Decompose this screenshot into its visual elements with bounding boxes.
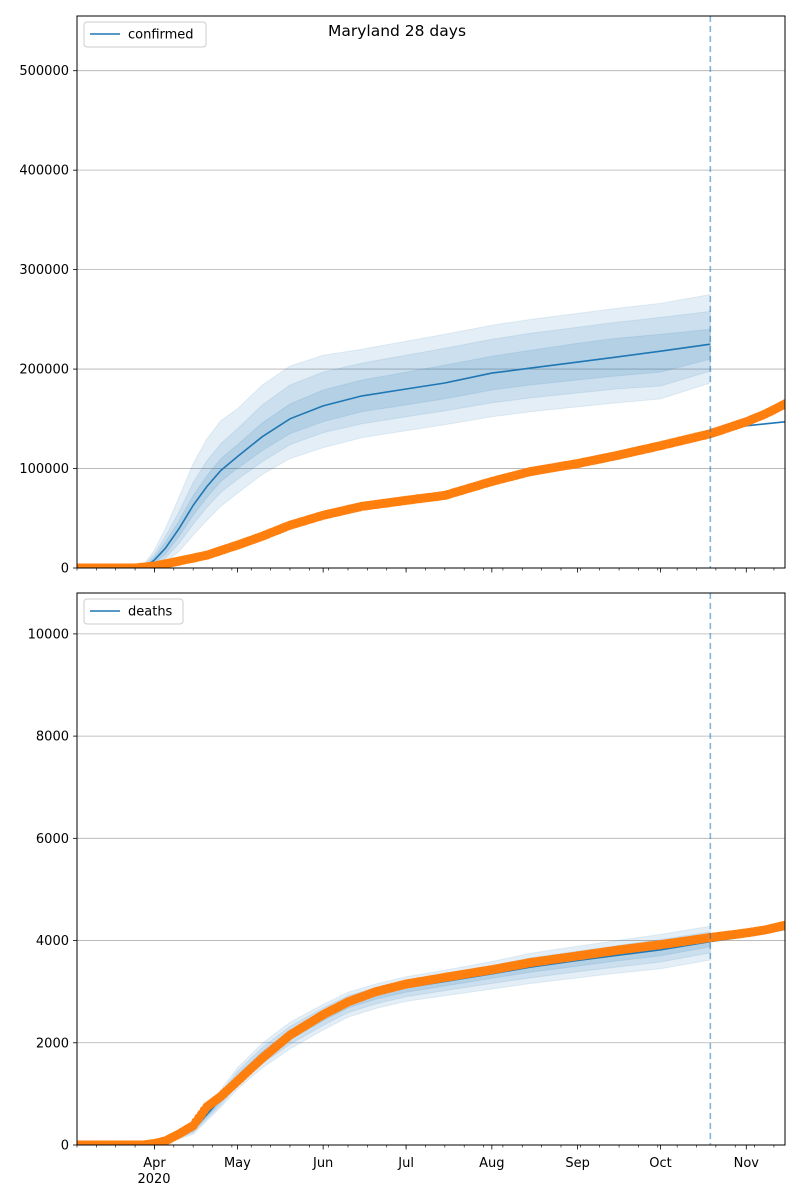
- deaths-plot-area: [77, 920, 785, 1145]
- x-month-label: Nov: [734, 1156, 760, 1171]
- x-month-label: Apr: [143, 1156, 166, 1171]
- deaths-panel: 0 2000 4000 6000 8000 10000 deaths: [28, 592, 786, 1154]
- confirmed-legend: confirmed: [83, 21, 207, 48]
- confirmed-y-tick-label: 200000: [19, 363, 69, 378]
- deaths-y-tick-label: 10000: [28, 627, 69, 642]
- deaths-band-mid: [77, 931, 711, 1145]
- confirmed-y-tick-label: 400000: [19, 164, 69, 179]
- x-month-label: Jun: [312, 1156, 333, 1171]
- confirmed-panel: 0 100000 200000 300000 400000 500000 confirmed: [19, 15, 786, 577]
- confirmed-y-tick-label: 0: [61, 562, 69, 577]
- x-month-label: Sep: [565, 1156, 590, 1171]
- confirmed-model-line: [77, 343, 711, 568]
- deaths-y-tick-label: 6000: [36, 832, 69, 847]
- deaths-y-tick-label: 2000: [36, 1036, 69, 1051]
- chart-title: Maryland 28 days: [328, 22, 466, 40]
- confirmed-axes-frame: [76, 15, 786, 569]
- confirmed-observed-point: [780, 399, 785, 409]
- x-month-label: Jul: [397, 1156, 414, 1171]
- deaths-axes-frame: [76, 592, 786, 1146]
- confirmed-y-tick-label: 300000: [19, 263, 69, 278]
- deaths-y-tick-label: 4000: [36, 934, 69, 949]
- x-month-label: Aug: [479, 1156, 504, 1171]
- confirmed-y-tick-label: 100000: [19, 462, 69, 477]
- deaths-y-tick-label: 8000: [36, 730, 69, 745]
- x-month-label: Oct: [649, 1156, 671, 1171]
- confirmed-legend-box: [83, 21, 207, 48]
- deaths-legend-label: deaths: [128, 605, 173, 620]
- x-month-label: May: [224, 1156, 251, 1171]
- confirmed-y-tick-label: 500000: [19, 64, 69, 79]
- x-year-label: 2020: [137, 1172, 170, 1187]
- confirmed-legend-label: confirmed: [128, 28, 194, 43]
- deaths-y-tick-label: 0: [61, 1139, 69, 1154]
- deaths-legend: deaths: [83, 598, 184, 625]
- shared-x-axis: 2020 Apr May Jun Jul Aug Sep Oct Nov: [137, 1156, 759, 1187]
- confirmed-plot-area: [77, 293, 785, 568]
- deaths-legend-box: [83, 598, 184, 625]
- deaths-observed-point: [780, 920, 785, 930]
